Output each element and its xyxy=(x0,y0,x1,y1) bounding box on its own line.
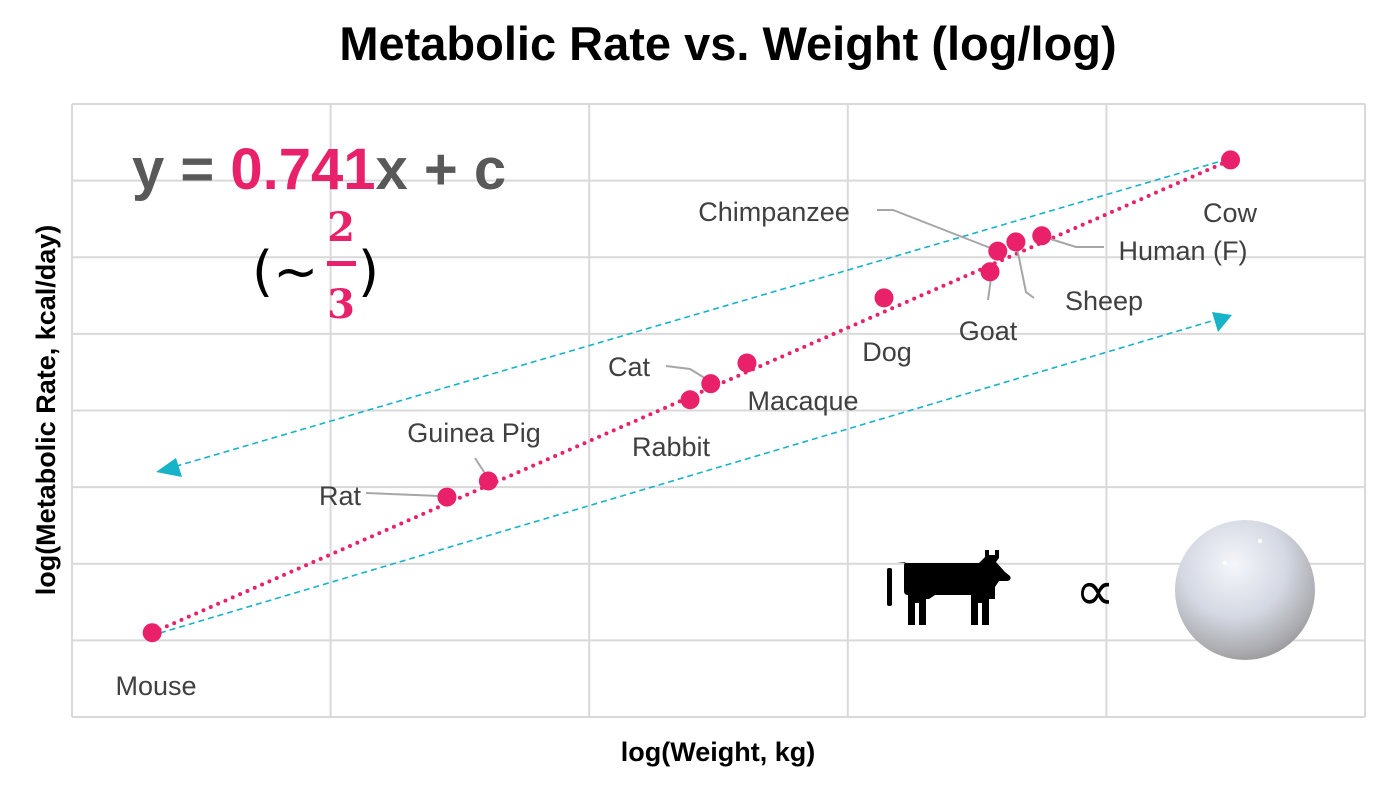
point-goat xyxy=(980,262,1000,282)
x-axis-label: log(Weight, kg) xyxy=(621,737,815,767)
approx-close: ) xyxy=(358,240,379,303)
equation-suffix: x + c xyxy=(376,137,507,202)
label-rabbit: Rabbit xyxy=(632,432,711,462)
equation: y = 0.741x + c (~ 2 3 ) xyxy=(132,137,506,328)
point-sheep xyxy=(1006,232,1026,252)
equation-prefix: y = xyxy=(132,137,230,202)
approx-numerator: 2 xyxy=(327,204,355,251)
point-mouse xyxy=(142,623,162,643)
equation-slope: 0.741 xyxy=(230,137,375,202)
point-macaque xyxy=(737,353,757,373)
point-cow xyxy=(1221,150,1241,170)
grid xyxy=(71,103,1366,718)
label-chimpanzee: Chimpanzee xyxy=(698,197,850,227)
chart-title: Metabolic Rate vs. Weight (log/log) xyxy=(339,17,1116,70)
label-mouse: Mouse xyxy=(115,671,196,701)
point-cat xyxy=(701,374,721,394)
point-rabbit xyxy=(680,390,700,410)
leader-rat xyxy=(365,492,441,497)
label-sheep: Sheep xyxy=(1065,286,1143,316)
leader-lines xyxy=(365,209,1104,497)
leader-cat xyxy=(665,365,709,381)
trend-arrows xyxy=(156,161,1232,634)
point-guinea-pig xyxy=(478,471,498,491)
leader-goat xyxy=(987,277,992,301)
leader-sheep xyxy=(1016,247,1035,299)
upper-arrow-head xyxy=(156,458,182,477)
cow-icon xyxy=(887,550,1011,625)
label-cat: Cat xyxy=(608,352,651,382)
leader-chimpanzee xyxy=(877,209,994,250)
label-rat: Rat xyxy=(319,481,362,511)
point-dog xyxy=(874,288,894,308)
label-cow: Cow xyxy=(1203,198,1258,228)
sphere-icon xyxy=(1175,520,1315,660)
label-human-f: Human (F) xyxy=(1118,236,1247,266)
point-human-f xyxy=(1032,226,1052,246)
leader-human-f xyxy=(1043,236,1104,248)
points xyxy=(142,150,1241,643)
lower-arrow-line xyxy=(159,319,1216,634)
approx-open: (~ xyxy=(252,240,318,303)
upper-arrow-line xyxy=(169,161,1219,469)
point-chimpanzee xyxy=(988,241,1008,261)
label-goat: Goat xyxy=(959,316,1018,346)
approx-denominator: 3 xyxy=(327,281,355,328)
label-guinea-pig: Guinea Pig xyxy=(407,418,541,448)
leader-guinea-pig xyxy=(474,457,487,476)
fraction-bar xyxy=(327,261,356,266)
proportional-symbol: ∝ xyxy=(1075,559,1115,624)
lower-arrow-head xyxy=(1212,312,1232,332)
point-rat xyxy=(437,487,457,507)
y-axis-label: log(Metabolic Rate, kcal/day) xyxy=(31,225,61,596)
svg-text:y = 0.741x + c: y = 0.741x + c xyxy=(132,137,506,202)
label-dog: Dog xyxy=(862,337,912,367)
label-macaque: Macaque xyxy=(747,386,858,416)
